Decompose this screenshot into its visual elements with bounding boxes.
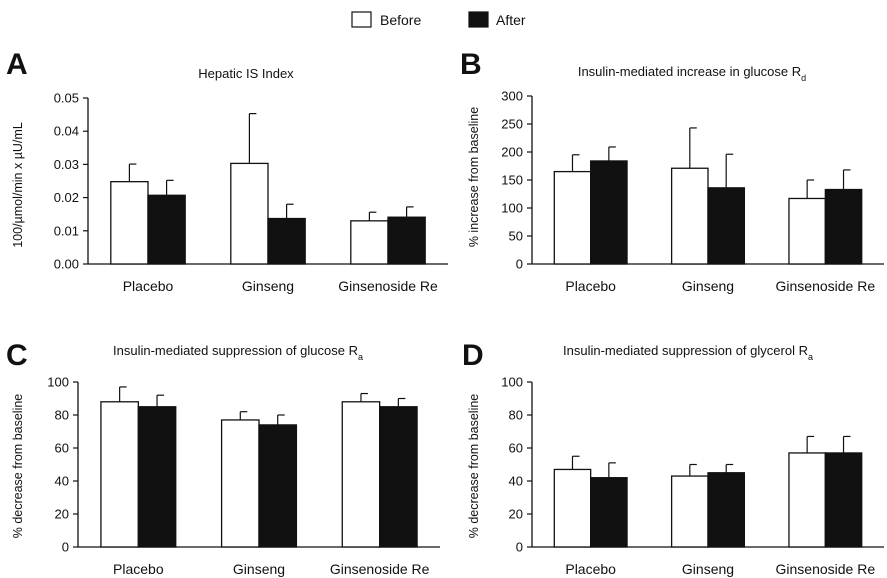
panel-c-bar-after <box>379 406 418 548</box>
panel-c-y-tick-label: 0 <box>62 540 69 555</box>
panel-d-bar-before <box>553 468 592 548</box>
panel-c-plot: 0 20 40 60 80 100 Placebo Ginseng Ginsenoside Re <box>47 375 440 577</box>
panel-a-y-tick-label: 0.01 <box>54 223 79 238</box>
panel-a-bar-before <box>110 181 149 265</box>
legend-swatch-after <box>468 11 489 28</box>
panel-b-y-tick-label: 150 <box>501 173 523 188</box>
panel-a-bar-before <box>350 220 389 265</box>
panel-letter-a: A <box>6 48 28 81</box>
panel-c-y-tick-label: 20 <box>55 507 69 522</box>
panel-c-bar-after <box>137 406 177 548</box>
panel-d: D Insulin-mediated suppression of glycer… <box>462 339 884 577</box>
panel-a-y-tick-label: 0.05 <box>54 91 79 106</box>
panel-d-x-tick-label: Ginsenoside Re <box>776 561 876 577</box>
panel-c-y-tick-label: 40 <box>55 474 69 489</box>
panel-b-bar-before <box>553 170 592 265</box>
panel-b-bar-after <box>824 188 863 265</box>
panel-a-y-tick-label: 0.04 <box>54 124 79 139</box>
panel-a-bar-before <box>230 162 269 265</box>
panel-a-y-tick-label: 0.03 <box>54 157 79 172</box>
panel-a-bar-after <box>387 216 426 265</box>
panel-c-bar-after <box>258 424 298 548</box>
panel-d-bar-after <box>707 472 746 548</box>
panel-b: B Insulin-mediated increase in glucose R… <box>460 48 884 294</box>
legend-label-before: Before <box>380 12 421 28</box>
panel-b-bar-after <box>707 187 746 265</box>
panel-c-title: Insulin-mediated suppression of glucose … <box>113 343 363 362</box>
panel-a-x-tick-label: Ginsenoside Re <box>338 278 438 294</box>
panel-d-bar-before <box>670 475 709 548</box>
panel-b-y-tick-label: 250 <box>501 117 523 132</box>
panel-b-bar-before <box>670 167 709 265</box>
panel-b-bar-before <box>788 197 826 265</box>
panel-b-x-tick-label: Placebo <box>565 278 616 294</box>
panel-c-bar-before <box>220 419 260 548</box>
panel-b-y-axis-label: % increase from baseline <box>467 107 481 247</box>
panel-c-y-tick-label: 100 <box>47 375 69 390</box>
panel-d-y-tick-label: 80 <box>509 408 523 423</box>
panel-a-y-tick-label: 0.02 <box>54 190 79 205</box>
panel-a-title: Hepatic IS Index <box>198 66 294 81</box>
legend: Before After <box>351 11 526 28</box>
panel-a-x-tick-label: Ginseng <box>242 278 294 294</box>
panel-a-bar-after <box>267 217 306 265</box>
panel-b-plot: 0 50 100 150 200 250 300 Placebo Ginseng Ginsenos… <box>501 89 884 294</box>
panel-d-title: Insulin-mediated suppression of glycerol… <box>563 343 813 362</box>
legend-swatch-before <box>351 11 372 28</box>
panel-a-y-axis-label: 100/µmol/min x µU/mL <box>11 122 25 248</box>
panel-b-x-tick-label: Ginsenoside Re <box>776 278 876 294</box>
panel-b-y-tick-label: 300 <box>501 89 523 104</box>
panel-d-plot: 0 20 40 60 80 100 Placebo Ginseng Ginsenoside Re <box>501 375 884 577</box>
panel-d-y-tick-label: 60 <box>509 441 523 456</box>
panel-d-y-tick-label: 0 <box>516 540 523 555</box>
panel-c-y-axis-label: % decrease from baseline <box>11 394 25 539</box>
panel-c-x-tick-label: Placebo <box>113 561 164 577</box>
panel-b-y-tick-label: 50 <box>509 229 523 244</box>
panel-letter-b: B <box>460 48 482 81</box>
panel-letter-d: D <box>462 339 484 372</box>
panel-b-y-tick-label: 200 <box>501 145 523 160</box>
panel-a-bar-after <box>147 194 186 265</box>
panel-b-y-tick-label: 0 <box>516 257 523 272</box>
panel-c: C Insulin-mediated suppression of glucos… <box>6 339 440 577</box>
panel-b-title: Insulin-mediated increase in glucose Rd <box>578 64 806 83</box>
panel-d-y-axis-label: % decrease from baseline <box>467 394 481 539</box>
panel-d-bar-before <box>788 452 826 548</box>
panel-c-y-tick-label: 60 <box>55 441 69 456</box>
panel-a-plot: 0.00 0.01 0.02 0.03 0.04 0.05 Placebo Ginseng Gi… <box>54 91 448 294</box>
panel-d-x-tick-label: Ginseng <box>682 561 734 577</box>
panel-d-y-tick-label: 20 <box>509 507 523 522</box>
panel-d-bar-after <box>590 477 628 548</box>
panel-c-y-tick-label: 80 <box>55 408 69 423</box>
panel-d-y-tick-label: 40 <box>509 474 523 489</box>
panel-b-y-tick-label: 100 <box>501 201 523 216</box>
panel-c-bar-before <box>341 401 381 548</box>
panel-letter-c: C <box>6 339 28 372</box>
panel-c-x-tick-label: Ginsenoside Re <box>330 561 430 577</box>
panel-b-bar-after <box>590 160 628 265</box>
panel-b-x-tick-label: Ginseng <box>682 278 734 294</box>
panel-c-x-tick-label: Ginseng <box>233 561 285 577</box>
panel-d-x-tick-label: Placebo <box>565 561 616 577</box>
panel-a-y-tick-label: 0.00 <box>54 257 79 272</box>
panel-c-bar-before <box>100 401 139 548</box>
panel-a-x-tick-label: Placebo <box>123 278 174 294</box>
panel-d-bar-after <box>824 452 863 548</box>
panel-d-y-tick-label: 100 <box>501 375 523 390</box>
panel-a: A Hepatic IS Index 100/µmol/min x µU/mL … <box>6 48 448 294</box>
legend-label-after: After <box>496 12 526 28</box>
